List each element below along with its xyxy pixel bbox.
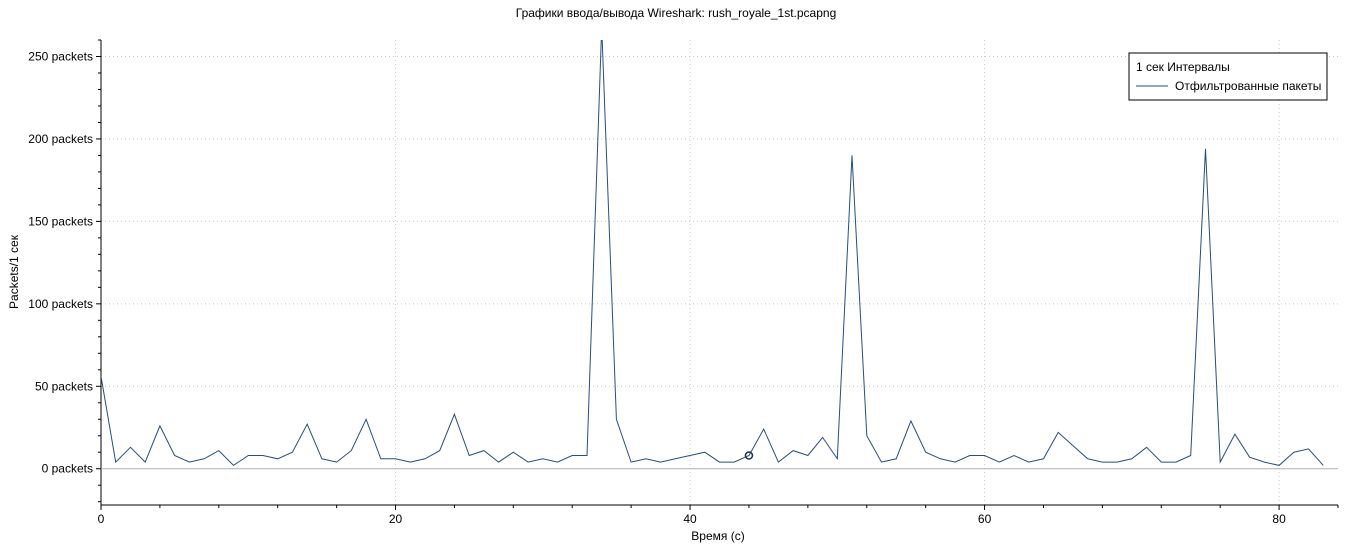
y-tick-label: 50 packets [35, 379, 93, 393]
chart-title: Графики ввода/вывода Wireshark: rush_roy… [516, 6, 837, 20]
x-tick-label: 0 [98, 512, 105, 526]
legend[interactable]: 1 сек Интервалы Отфильтрованные пакеты [1128, 52, 1328, 101]
legend-heading: 1 сек Интервалы [1136, 60, 1230, 74]
y-tick-label: 150 packets [28, 214, 93, 228]
legend-series-name: Отфильтрованные пакеты [1175, 79, 1321, 93]
x-tick-label: 60 [978, 512, 992, 526]
y-tick-label: 0 packets [42, 462, 93, 476]
y-tick-label: 200 packets [28, 132, 93, 146]
axes [96, 39, 1339, 510]
y-tick-label: 250 packets [28, 49, 93, 63]
x-axis-label: Время (с) [691, 529, 744, 543]
y-axis-label: Packets/1 сек [7, 234, 21, 309]
y-tick-label: 100 packets [28, 297, 93, 311]
x-tick-label: 40 [683, 512, 697, 526]
series-layer [101, 40, 1324, 467]
legend-box [1128, 52, 1328, 101]
x-tick-label: 20 [389, 512, 403, 526]
tick-labels: 0 20 40 60 80 0 packets 50 packets 100 packets 1… [28, 49, 1286, 526]
selected-packet-marker[interactable] [744, 451, 754, 460]
x-tick-label: 80 [1272, 512, 1286, 526]
series-line [101, 40, 1324, 467]
plot-area[interactable] [101, 40, 1338, 505]
grid-lines [101, 40, 1338, 505]
